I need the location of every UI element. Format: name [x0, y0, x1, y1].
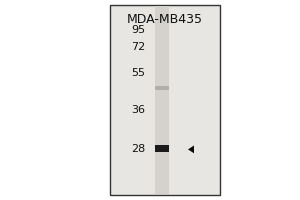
Text: 55: 55 [131, 68, 145, 78]
Bar [155, 145, 169, 152]
Text: 95: 95 [131, 25, 145, 35]
Bar [155, 6, 169, 194]
Text: 28: 28 [131, 144, 145, 154]
Bar [155, 86, 169, 90]
Polygon shape [188, 146, 194, 153]
Text: MDA-MB435: MDA-MB435 [127, 13, 203, 26]
Text: 72: 72 [131, 42, 145, 52]
Text: 36: 36 [131, 105, 145, 114]
Bar [110, 5, 220, 195]
